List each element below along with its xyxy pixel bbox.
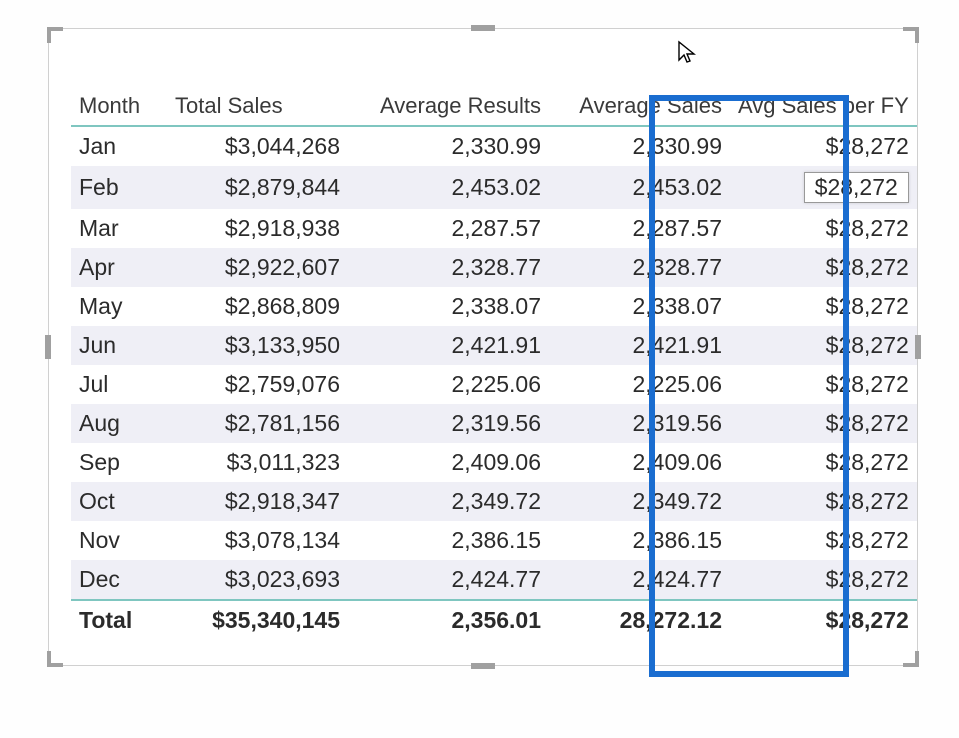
cell-avg-results[interactable]: 2,338.07 bbox=[348, 287, 549, 326]
cell-avg-fy[interactable]: $28,272 bbox=[730, 443, 917, 482]
cell-month[interactable]: May bbox=[71, 287, 167, 326]
total-label: Total bbox=[71, 600, 167, 640]
cell-total-sales[interactable]: $3,133,950 bbox=[167, 326, 348, 365]
table-body: Jan$3,044,2682,330.992,330.99$28,272Feb$… bbox=[71, 126, 917, 600]
table-row[interactable]: Mar$2,918,9382,287.572,287.57$28,272 bbox=[71, 209, 917, 248]
cell-total-sales[interactable]: $2,868,809 bbox=[167, 287, 348, 326]
col-header-average-results[interactable]: Average Results bbox=[348, 89, 549, 126]
cell-avg-sales[interactable]: 2,386.15 bbox=[549, 521, 730, 560]
cell-total-sales[interactable]: $3,011,323 bbox=[167, 443, 348, 482]
table-row[interactable]: Jan$3,044,2682,330.992,330.99$28,272 bbox=[71, 126, 917, 166]
cell-avg-results[interactable]: 2,349.72 bbox=[348, 482, 549, 521]
cell-month[interactable]: Aug bbox=[71, 404, 167, 443]
table-row[interactable]: Jul$2,759,0762,225.062,225.06$28,272 bbox=[71, 365, 917, 404]
table-row[interactable]: Aug$2,781,1562,319.562,319.56$28,272 bbox=[71, 404, 917, 443]
cell-avg-results[interactable]: 2,409.06 bbox=[348, 443, 549, 482]
cell-avg-sales[interactable]: 2,330.99 bbox=[549, 126, 730, 166]
cell-avg-sales[interactable]: 2,338.07 bbox=[549, 287, 730, 326]
cell-avg-fy[interactable]: $28,272 bbox=[730, 166, 917, 209]
total-avg-results: 2,356.01 bbox=[348, 600, 549, 640]
cell-month[interactable]: Oct bbox=[71, 482, 167, 521]
cell-avg-sales[interactable]: 2,409.06 bbox=[549, 443, 730, 482]
cell-avg-fy[interactable]: $28,272 bbox=[730, 482, 917, 521]
cell-avg-sales[interactable]: 2,287.57 bbox=[549, 209, 730, 248]
cell-avg-results[interactable]: 2,287.57 bbox=[348, 209, 549, 248]
resize-handle-left[interactable] bbox=[45, 335, 51, 359]
cell-avg-results[interactable]: 2,330.99 bbox=[348, 126, 549, 166]
table-row[interactable]: Jun$3,133,9502,421.912,421.91$28,272 bbox=[71, 326, 917, 365]
resize-handle-bottom[interactable] bbox=[471, 663, 495, 669]
cell-avg-sales[interactable]: 2,319.56 bbox=[549, 404, 730, 443]
cell-month[interactable]: Dec bbox=[71, 560, 167, 600]
total-total-sales: $35,340,145 bbox=[167, 600, 348, 640]
cell-avg-results[interactable]: 2,424.77 bbox=[348, 560, 549, 600]
resize-handle-top[interactable] bbox=[471, 25, 495, 31]
cell-avg-fy[interactable]: $28,272 bbox=[730, 560, 917, 600]
col-header-month[interactable]: Month bbox=[71, 89, 167, 126]
cell-month[interactable]: Jul bbox=[71, 365, 167, 404]
cell-total-sales[interactable]: $2,781,156 bbox=[167, 404, 348, 443]
cell-avg-results[interactable]: 2,453.02 bbox=[348, 166, 549, 209]
cell-avg-results[interactable]: 2,328.77 bbox=[348, 248, 549, 287]
table-row[interactable]: Oct$2,918,3472,349.722,349.72$28,272 bbox=[71, 482, 917, 521]
sales-table[interactable]: Month Total Sales Average Results Averag… bbox=[71, 89, 917, 640]
cell-avg-fy[interactable]: $28,272 bbox=[730, 248, 917, 287]
table-total-row: Total $35,340,145 2,356.01 28,272.12 $28… bbox=[71, 600, 917, 640]
resize-handle-tl[interactable] bbox=[47, 27, 63, 43]
cell-total-sales[interactable]: $3,044,268 bbox=[167, 126, 348, 166]
cell-avg-fy[interactable]: $28,272 bbox=[730, 521, 917, 560]
cell-avg-sales[interactable]: 2,421.91 bbox=[549, 326, 730, 365]
table-row[interactable]: Sep$3,011,3232,409.062,409.06$28,272 bbox=[71, 443, 917, 482]
cell-avg-fy[interactable]: $28,272 bbox=[730, 365, 917, 404]
cell-avg-results[interactable]: 2,421.91 bbox=[348, 326, 549, 365]
table-row[interactable]: Apr$2,922,6072,328.772,328.77$28,272 bbox=[71, 248, 917, 287]
total-avg-fy: $28,272 bbox=[730, 600, 917, 640]
table-row[interactable]: Feb$2,879,8442,453.022,453.02$28,272 bbox=[71, 166, 917, 209]
cell-month[interactable]: Jan bbox=[71, 126, 167, 166]
col-header-avg-sales-per-fy[interactable]: Avg Sales per FY bbox=[730, 89, 917, 126]
table-row[interactable]: Nov$3,078,1342,386.152,386.15$28,272 bbox=[71, 521, 917, 560]
resize-handle-bl[interactable] bbox=[47, 651, 63, 667]
cell-month[interactable]: Feb bbox=[71, 166, 167, 209]
cell-month[interactable]: Sep bbox=[71, 443, 167, 482]
cell-avg-fy[interactable]: $28,272 bbox=[730, 326, 917, 365]
cell-total-sales[interactable]: $2,879,844 bbox=[167, 166, 348, 209]
cell-month[interactable]: Jun bbox=[71, 326, 167, 365]
cell-total-sales[interactable]: $3,023,693 bbox=[167, 560, 348, 600]
cell-avg-results[interactable]: 2,319.56 bbox=[348, 404, 549, 443]
table-row[interactable]: Dec$3,023,6932,424.772,424.77$28,272 bbox=[71, 560, 917, 600]
cell-month[interactable]: Nov bbox=[71, 521, 167, 560]
cell-avg-fy[interactable]: $28,272 bbox=[730, 126, 917, 166]
cell-avg-fy[interactable]: $28,272 bbox=[730, 287, 917, 326]
cell-avg-sales[interactable]: 2,225.06 bbox=[549, 365, 730, 404]
table-row[interactable]: May$2,868,8092,338.072,338.07$28,272 bbox=[71, 287, 917, 326]
cell-total-sales[interactable]: $2,918,938 bbox=[167, 209, 348, 248]
visual-frame[interactable]: Month Total Sales Average Results Averag… bbox=[48, 28, 918, 666]
cell-avg-sales[interactable]: 2,453.02 bbox=[549, 166, 730, 209]
table-header-row: Month Total Sales Average Results Averag… bbox=[71, 89, 917, 126]
cell-avg-sales[interactable]: 2,349.72 bbox=[549, 482, 730, 521]
col-header-average-sales[interactable]: Average Sales bbox=[549, 89, 730, 126]
cell-avg-sales[interactable]: 2,424.77 bbox=[549, 560, 730, 600]
cell-avg-results[interactable]: 2,386.15 bbox=[348, 521, 549, 560]
cell-month[interactable]: Mar bbox=[71, 209, 167, 248]
cell-month[interactable]: Apr bbox=[71, 248, 167, 287]
total-avg-sales: 28,272.12 bbox=[549, 600, 730, 640]
cell-avg-sales[interactable]: 2,328.77 bbox=[549, 248, 730, 287]
col-header-total-sales[interactable]: Total Sales bbox=[167, 89, 348, 126]
cell-avg-fy[interactable]: $28,272 bbox=[730, 209, 917, 248]
cell-total-sales[interactable]: $2,922,607 bbox=[167, 248, 348, 287]
cell-avg-results[interactable]: 2,225.06 bbox=[348, 365, 549, 404]
cell-total-sales[interactable]: $2,759,076 bbox=[167, 365, 348, 404]
resize-handle-br[interactable] bbox=[903, 651, 919, 667]
resize-handle-tr[interactable] bbox=[903, 27, 919, 43]
highlighted-cell[interactable]: $28,272 bbox=[804, 172, 909, 203]
cell-avg-fy[interactable]: $28,272 bbox=[730, 404, 917, 443]
cell-total-sales[interactable]: $3,078,134 bbox=[167, 521, 348, 560]
cell-total-sales[interactable]: $2,918,347 bbox=[167, 482, 348, 521]
